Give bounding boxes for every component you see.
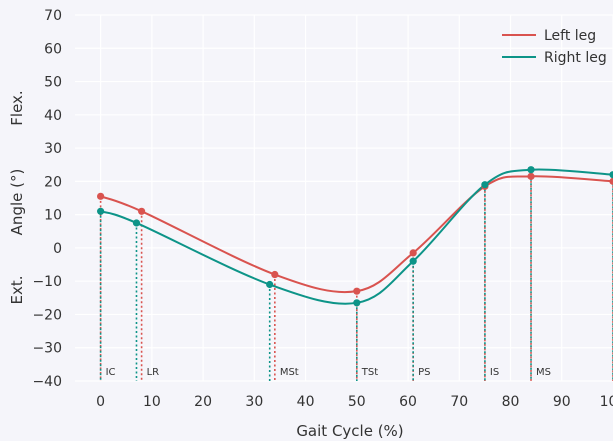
data-point-left-leg	[97, 192, 105, 200]
data-point-right-leg	[353, 299, 361, 307]
y-tick-label: 20	[44, 174, 62, 190]
x-tick-label: 30	[245, 394, 263, 410]
y-tick-label: 30	[44, 141, 62, 157]
y-tick-label: −20	[32, 307, 62, 323]
phase-label-mst: MSt	[280, 367, 299, 378]
phase-label-ps: PS	[418, 367, 430, 378]
data-point-right-leg	[132, 219, 141, 227]
x-axis-label: Gait Cycle (%)	[296, 422, 403, 440]
phase-label-ms: MS	[536, 367, 551, 378]
data-point-left-leg	[527, 172, 535, 180]
data-point-left-leg	[353, 287, 361, 295]
series-points	[97, 166, 613, 307]
y-tick-label: 70	[44, 8, 62, 24]
data-point-right-leg	[609, 171, 613, 179]
series-line-right-leg	[100, 168, 613, 305]
phase-label-tst: TSt	[361, 367, 378, 378]
tick-labels: −40 −30 −20 −10 0 10 20 30 40 50 60 70 0 10 20 30 40 50 60…	[32, 8, 613, 410]
data-point-left-leg	[271, 270, 279, 279]
y-tick-label: −10	[32, 274, 62, 290]
phase-label-lr: LR	[147, 367, 160, 378]
y-tick-label: −30	[32, 341, 62, 357]
series-line-left-leg	[100, 175, 613, 294]
data-point-right-leg	[527, 166, 535, 174]
y-axis-flex-label: Flex.	[8, 90, 26, 125]
x-tick-label: 90	[553, 394, 571, 410]
x-tick-label: 60	[399, 394, 417, 410]
data-point-right-leg	[266, 280, 274, 289]
x-tick-label: 40	[297, 394, 315, 410]
phase-label-ic: IC	[106, 367, 116, 378]
y-tick-label: 0	[53, 241, 62, 257]
y-tick-label: 40	[44, 108, 62, 124]
legend-label-left-leg: Left leg	[544, 28, 596, 44]
phase-labels: LRMStTStICPSISMSTS	[106, 367, 551, 378]
y-tick-label: 60	[44, 41, 62, 57]
data-point-left-leg	[609, 177, 613, 185]
y-axis-label: Angle (°)	[8, 169, 26, 236]
data-point-left-leg	[138, 207, 146, 215]
x-tick-label: 70	[450, 394, 468, 410]
data-point-right-leg	[409, 257, 417, 265]
x-tick-label: 50	[348, 394, 366, 410]
data-point-right-leg	[481, 181, 489, 189]
data-point-right-leg	[97, 207, 105, 215]
x-tick-label: 0	[96, 394, 105, 410]
x-tick-label: 20	[194, 394, 212, 410]
legend-label-right-leg: Right leg	[544, 50, 607, 66]
x-tick-label: 100	[600, 394, 613, 410]
x-tick-label: 80	[502, 394, 520, 410]
legend: Left leg Right leg	[502, 28, 607, 66]
x-tick-label: 10	[143, 394, 161, 410]
y-tick-label: −40	[32, 374, 62, 390]
y-tick-label: 10	[44, 208, 62, 224]
y-tick-label: 50	[44, 75, 62, 91]
y-axis-ext-label: Ext.	[8, 275, 26, 304]
phase-label-is: IS	[490, 367, 499, 378]
data-point-left-leg	[409, 249, 417, 257]
series-lines	[100, 168, 613, 305]
